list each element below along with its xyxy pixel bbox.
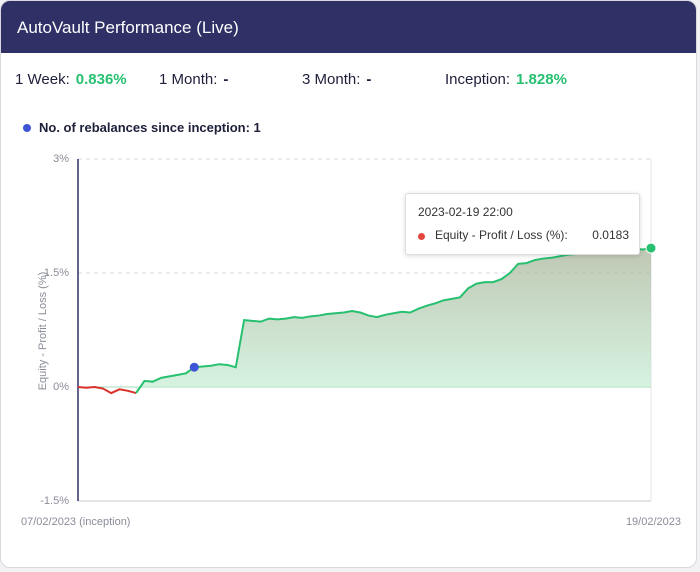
tooltip-time: 2023-02-19 22:00 bbox=[418, 205, 513, 219]
y-tick-label: 0% bbox=[53, 381, 69, 393]
y-tick-label: 3% bbox=[53, 153, 69, 165]
tooltip: 2023-02-19 22:00 Equity - Profit / Loss … bbox=[405, 193, 640, 255]
tooltip-dot bbox=[418, 233, 425, 240]
line bbox=[77, 385, 137, 395]
stat-value: 0.836% bbox=[75, 71, 127, 88]
tooltip-label: Equity - Profit / Loss (%): bbox=[435, 228, 568, 242]
stat-value: - bbox=[366, 71, 372, 88]
stat-value: 1.828% bbox=[516, 71, 567, 88]
x-tick-label: 19/02/2023 bbox=[626, 516, 681, 528]
area bbox=[136, 248, 651, 394]
stat-label: 3 Month: bbox=[302, 71, 361, 88]
tooltip-value: 0.0183 bbox=[592, 228, 629, 242]
x-tick-label: 07/02/2023 (inception) bbox=[21, 516, 130, 528]
header-title: AutoVault Performance (Live) bbox=[1, 1, 696, 53]
y-axis-label: Equity - Profit / Loss (%) bbox=[37, 272, 49, 391]
stat-value: - bbox=[223, 71, 229, 88]
stat: 1 Month: - bbox=[159, 71, 228, 88]
stat-label: 1 Month: bbox=[159, 71, 218, 88]
legend-dot bbox=[23, 124, 31, 132]
line bbox=[135, 247, 652, 394]
stat-label: 1 Week: bbox=[15, 71, 70, 88]
rebalance-marker bbox=[189, 362, 199, 372]
stat: Inception: 1.828% bbox=[445, 71, 567, 88]
end-point bbox=[645, 242, 657, 254]
y-tick-label: -1.5% bbox=[40, 495, 69, 507]
rebalance-text: No. of rebalances since inception: 1 bbox=[39, 120, 261, 135]
y-tick-label: 1.5% bbox=[44, 267, 69, 279]
stat: 1 Week: 0.836% bbox=[15, 71, 127, 88]
stat: 3 Month: - bbox=[302, 71, 371, 88]
stat-label: Inception: bbox=[445, 71, 511, 88]
